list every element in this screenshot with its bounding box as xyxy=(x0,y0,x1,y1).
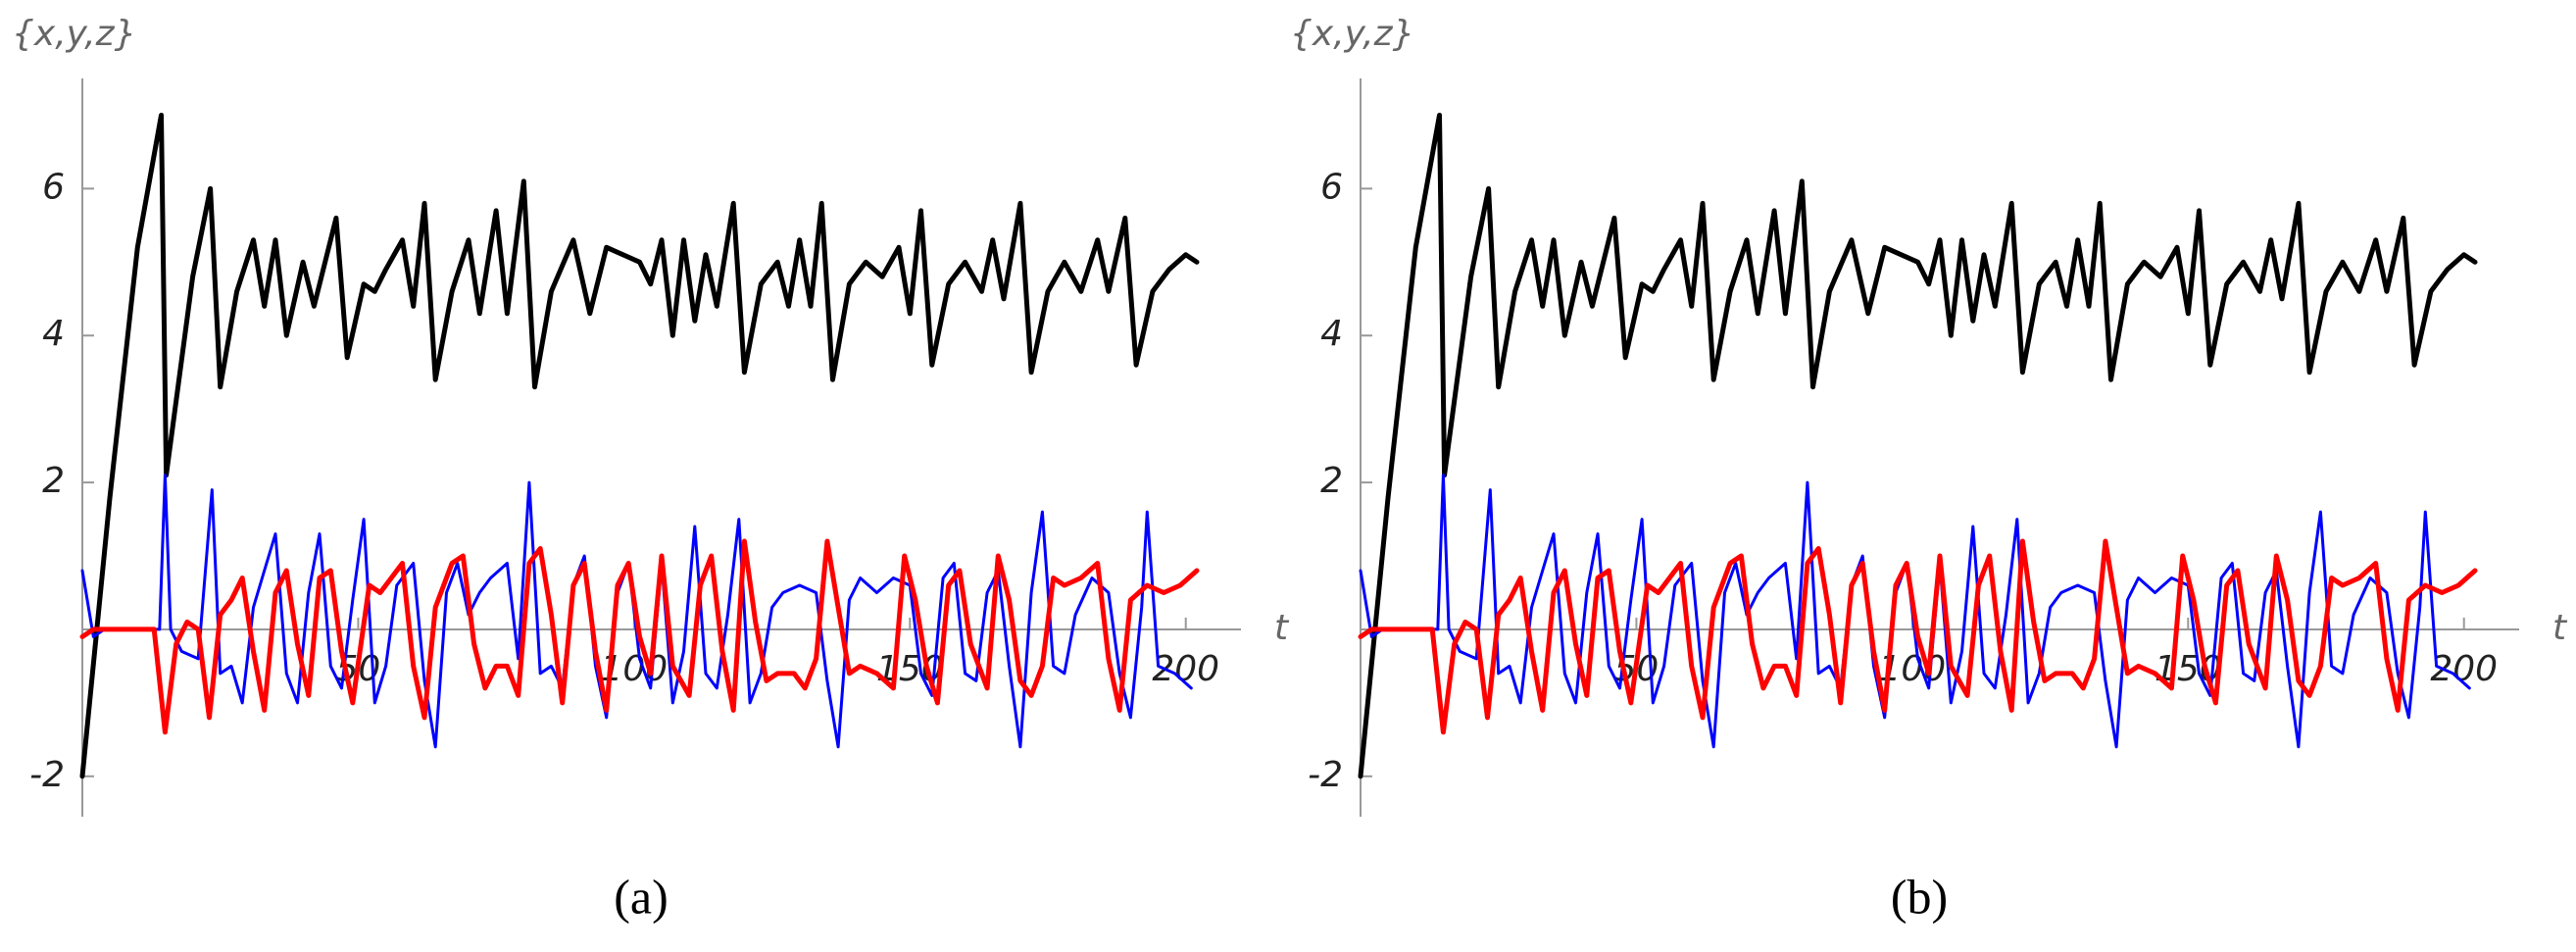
caption: (b) xyxy=(1891,869,1948,924)
data-line xyxy=(1359,474,2471,749)
y-axis-label: {x,y,z} xyxy=(12,14,136,54)
x-axis-label: t xyxy=(1274,608,1290,648)
y-tick-label: 2 xyxy=(42,461,65,501)
data-line xyxy=(1358,538,2478,735)
data-line xyxy=(79,538,1200,735)
data-line xyxy=(80,474,1193,749)
y-tick-label: 4 xyxy=(42,314,65,354)
y-tick-label: -2 xyxy=(1308,755,1343,795)
y-tick-label: 4 xyxy=(1320,314,1343,354)
y-tick-label: 6 xyxy=(42,167,65,207)
y-tick-label: 6 xyxy=(1320,167,1343,207)
data-line xyxy=(79,113,1200,779)
caption: (a) xyxy=(614,869,669,924)
y-tick-label: 2 xyxy=(1320,461,1343,501)
data-line xyxy=(1358,113,2478,779)
x-axis-label: t xyxy=(2552,608,2568,648)
y-tick-label: -2 xyxy=(29,755,65,795)
y-axis-label: {x,y,z} xyxy=(1290,14,1414,54)
